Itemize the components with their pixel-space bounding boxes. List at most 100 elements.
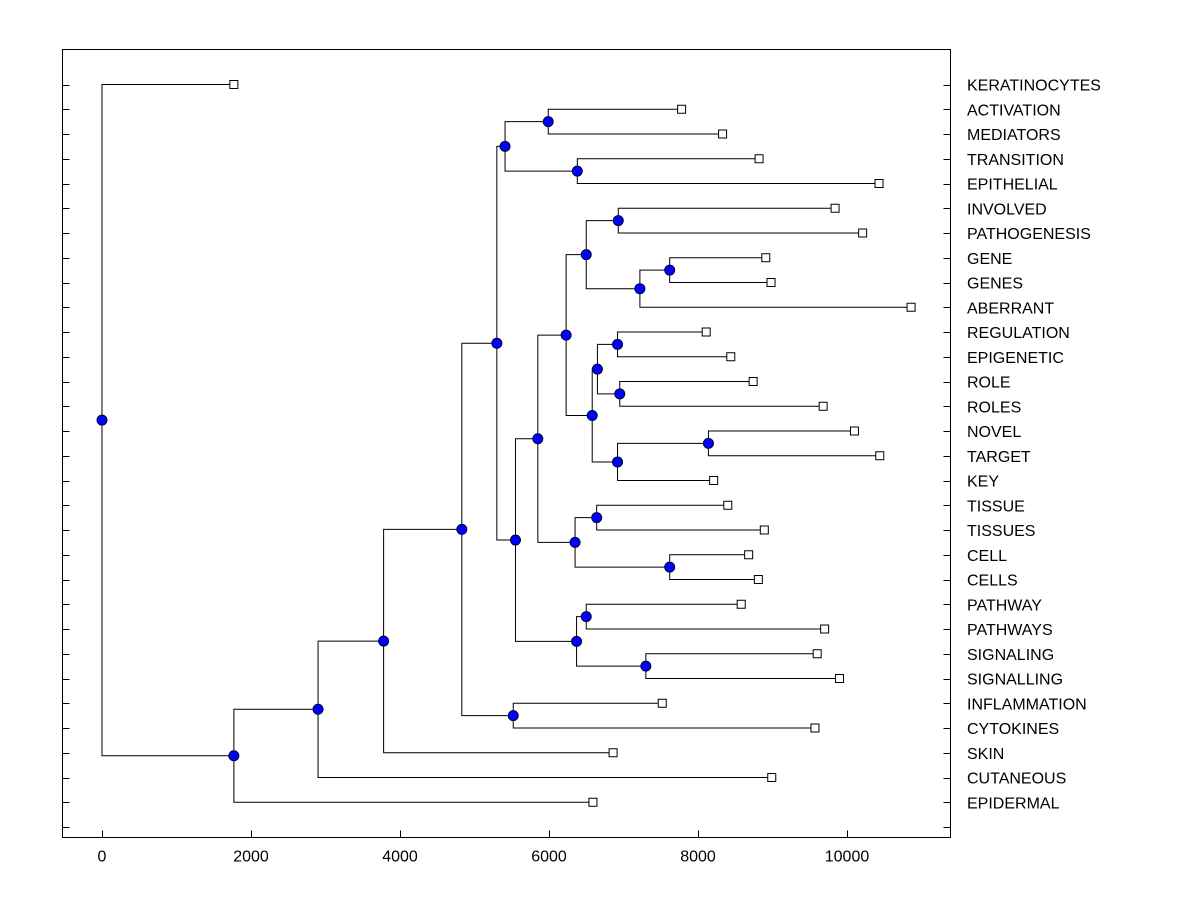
leaf-label: EPIDERMAL — [967, 795, 1060, 812]
merge-node — [312, 703, 324, 715]
branch-19 — [585, 603, 825, 630]
leaf-marker — [748, 377, 758, 386]
leaf-label: INVOLVED — [967, 201, 1047, 218]
leaf-label: CELL — [967, 548, 1007, 565]
branch-8 — [617, 331, 731, 358]
merge-node — [612, 338, 624, 350]
leaf-marker — [723, 500, 733, 510]
merge-node — [499, 140, 511, 152]
merge-node — [580, 249, 592, 261]
merge-node — [591, 512, 603, 524]
leaf-marker — [718, 129, 728, 139]
leaf-label: SIGNALLING — [967, 672, 1063, 689]
leaf-marker — [657, 698, 667, 708]
branch-2 — [576, 158, 880, 184]
leaf-marker — [701, 327, 711, 337]
leaf-marker — [858, 228, 868, 238]
leaf-label: PATHWAY — [967, 597, 1042, 614]
merge-node — [580, 611, 592, 623]
leaf-marker — [761, 253, 771, 263]
branch-5 — [669, 257, 772, 283]
leaf-label: TRANSITION — [967, 152, 1064, 169]
branch-3 — [504, 121, 578, 172]
x-tick-label: 6000 — [531, 849, 567, 866]
leaf-label: SKIN — [967, 746, 1004, 763]
x-tick-labels: 0 2000 4000 6000 8000 10000 — [98, 849, 870, 866]
merge-node — [591, 363, 603, 375]
leaf-marker — [759, 525, 769, 535]
leaf-label: PATHWAYS — [967, 622, 1053, 639]
merge-node — [586, 410, 598, 422]
x-tick-label: 0 — [98, 849, 107, 866]
branch-22 — [514, 438, 577, 642]
leaf-marker — [753, 575, 763, 584]
merge-node — [614, 388, 626, 400]
branch-12 — [617, 442, 714, 481]
leaf-marker — [677, 104, 687, 114]
leaf-label: PATHOGENESIS — [967, 226, 1091, 243]
merge-node — [507, 710, 519, 722]
leaf-label: KERATINOCYTES — [967, 78, 1101, 95]
leaf-label: INFLAMMATION — [967, 696, 1087, 713]
merge-nodes — [96, 116, 714, 762]
merge-node — [702, 437, 714, 449]
merge-node — [612, 215, 624, 227]
leaf-label: GENE — [967, 251, 1012, 268]
leaf-marker — [849, 426, 859, 436]
branches — [101, 84, 912, 803]
merge-node — [456, 523, 468, 535]
merge-node — [509, 534, 521, 546]
merge-node — [634, 283, 646, 295]
leaf-label: CELLS — [967, 573, 1018, 590]
leaf-marker — [608, 748, 618, 758]
merge-node — [532, 433, 544, 445]
branch-21 — [576, 616, 646, 667]
leaf-label: TARGET — [967, 449, 1031, 466]
leaf-labels: KERATINOCYTES ACTIVATION MEDIATORS TRANSITI… — [967, 78, 1101, 813]
leaf-marker — [744, 550, 754, 560]
merge-node — [569, 536, 581, 548]
leaf-marker — [588, 797, 598, 807]
leaf-label: NOVEL — [967, 424, 1021, 441]
branch-15 — [596, 504, 765, 531]
merge-node — [378, 635, 390, 647]
leaf-markers — [229, 80, 916, 807]
leaf-marker — [229, 80, 239, 89]
leaf-marker — [709, 476, 719, 485]
leaf-label: ROLES — [967, 399, 1021, 416]
leaf-marker — [736, 599, 746, 609]
leaf-label: CUTANEOUS — [967, 771, 1066, 788]
leaf-marker — [726, 352, 736, 362]
leaf-label: ABERRANT — [967, 300, 1054, 317]
merge-node — [491, 337, 503, 349]
branch-20 — [645, 653, 840, 679]
leaf-label: KEY — [967, 474, 999, 491]
merge-node — [664, 264, 676, 276]
leaf-marker — [874, 179, 884, 188]
leaf-label: EPITHELIAL — [967, 177, 1058, 194]
leaf-label: SIGNALING — [967, 647, 1054, 664]
leaf-marker — [754, 154, 764, 164]
leaf-label: CYTOKINES — [967, 721, 1059, 738]
leaf-marker — [812, 649, 822, 659]
leaf-label: REGULATION — [967, 325, 1070, 342]
branch-1 — [547, 108, 723, 135]
plot-frame — [62, 49, 951, 838]
leaf-marker — [830, 203, 840, 213]
leaf-marker — [767, 773, 777, 782]
leaf-marker — [766, 278, 776, 287]
leaf-label: ROLE — [967, 375, 1011, 392]
leaf-label: GENES — [967, 276, 1023, 293]
branch-6 — [639, 269, 912, 308]
leaf-label: TISSUES — [967, 523, 1035, 540]
merge-node — [560, 329, 572, 341]
merge-node — [640, 660, 652, 672]
branch-4 — [617, 207, 863, 234]
merge-node — [612, 456, 624, 468]
merge-node — [542, 116, 554, 128]
merge-node — [664, 561, 676, 573]
branch-9 — [619, 381, 824, 407]
leaf-label: TISSUE — [967, 498, 1025, 515]
x-tick-label: 2000 — [233, 849, 269, 866]
